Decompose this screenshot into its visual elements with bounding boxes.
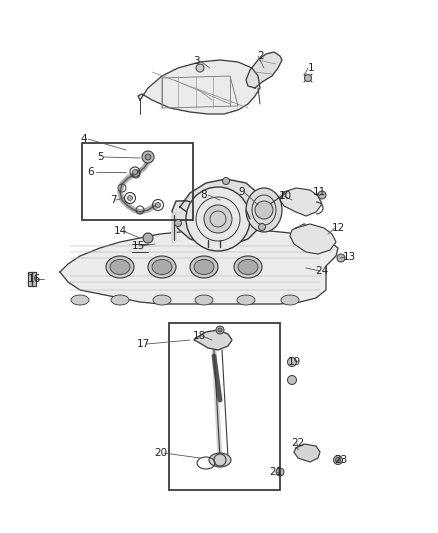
Polygon shape bbox=[60, 230, 338, 304]
Circle shape bbox=[255, 201, 273, 219]
Circle shape bbox=[333, 456, 343, 464]
Ellipse shape bbox=[111, 295, 129, 305]
Ellipse shape bbox=[153, 295, 171, 305]
Bar bbox=[82, 143, 193, 220]
Text: 13: 13 bbox=[343, 252, 356, 262]
Circle shape bbox=[336, 457, 340, 463]
Circle shape bbox=[287, 358, 297, 367]
Text: 3: 3 bbox=[193, 56, 199, 66]
Ellipse shape bbox=[71, 295, 89, 305]
Circle shape bbox=[218, 328, 222, 332]
Text: 9: 9 bbox=[239, 187, 245, 197]
Circle shape bbox=[133, 169, 138, 174]
Text: 8: 8 bbox=[201, 190, 207, 200]
Text: 20: 20 bbox=[155, 448, 168, 458]
Text: 23: 23 bbox=[334, 455, 348, 465]
Circle shape bbox=[337, 254, 345, 262]
Circle shape bbox=[196, 64, 204, 72]
Text: 4: 4 bbox=[81, 134, 87, 144]
Circle shape bbox=[142, 151, 154, 163]
Circle shape bbox=[318, 191, 326, 199]
Text: 7: 7 bbox=[110, 195, 117, 205]
Text: 22: 22 bbox=[291, 438, 304, 448]
Text: 24: 24 bbox=[315, 266, 328, 276]
Polygon shape bbox=[290, 224, 336, 254]
Text: 6: 6 bbox=[88, 167, 94, 177]
Text: 1: 1 bbox=[307, 63, 314, 73]
Text: 21: 21 bbox=[269, 467, 283, 477]
Circle shape bbox=[223, 177, 230, 184]
Ellipse shape bbox=[152, 260, 172, 274]
Circle shape bbox=[155, 203, 160, 207]
Polygon shape bbox=[280, 188, 322, 216]
Polygon shape bbox=[172, 179, 264, 245]
Polygon shape bbox=[194, 330, 232, 350]
Circle shape bbox=[304, 75, 311, 82]
Text: 16: 16 bbox=[27, 274, 41, 284]
Polygon shape bbox=[294, 444, 320, 462]
Ellipse shape bbox=[246, 188, 282, 232]
Text: 18: 18 bbox=[192, 331, 205, 341]
Circle shape bbox=[145, 154, 151, 160]
Ellipse shape bbox=[106, 256, 134, 278]
Circle shape bbox=[174, 220, 181, 227]
Text: 17: 17 bbox=[136, 339, 150, 349]
Text: 11: 11 bbox=[312, 187, 325, 197]
Ellipse shape bbox=[194, 260, 214, 274]
Text: 19: 19 bbox=[287, 357, 300, 367]
Ellipse shape bbox=[148, 256, 176, 278]
Circle shape bbox=[216, 326, 224, 334]
Ellipse shape bbox=[195, 295, 213, 305]
Text: 12: 12 bbox=[332, 223, 345, 233]
Circle shape bbox=[186, 187, 250, 251]
Circle shape bbox=[276, 468, 284, 476]
Text: 2: 2 bbox=[258, 51, 264, 61]
Circle shape bbox=[127, 196, 133, 200]
Ellipse shape bbox=[234, 256, 262, 278]
Ellipse shape bbox=[190, 256, 218, 278]
Bar bbox=[169, 323, 280, 490]
Ellipse shape bbox=[237, 295, 255, 305]
Polygon shape bbox=[138, 60, 260, 114]
Circle shape bbox=[287, 376, 297, 384]
Text: 10: 10 bbox=[279, 191, 292, 201]
Polygon shape bbox=[28, 272, 36, 286]
Ellipse shape bbox=[281, 295, 299, 305]
Text: 15: 15 bbox=[131, 241, 145, 251]
Circle shape bbox=[204, 205, 232, 233]
Polygon shape bbox=[246, 52, 282, 88]
Ellipse shape bbox=[238, 260, 258, 274]
Circle shape bbox=[258, 223, 265, 230]
Circle shape bbox=[143, 233, 153, 243]
Text: 14: 14 bbox=[113, 226, 127, 236]
Ellipse shape bbox=[209, 453, 231, 467]
Ellipse shape bbox=[110, 260, 130, 274]
Text: 5: 5 bbox=[98, 152, 104, 162]
